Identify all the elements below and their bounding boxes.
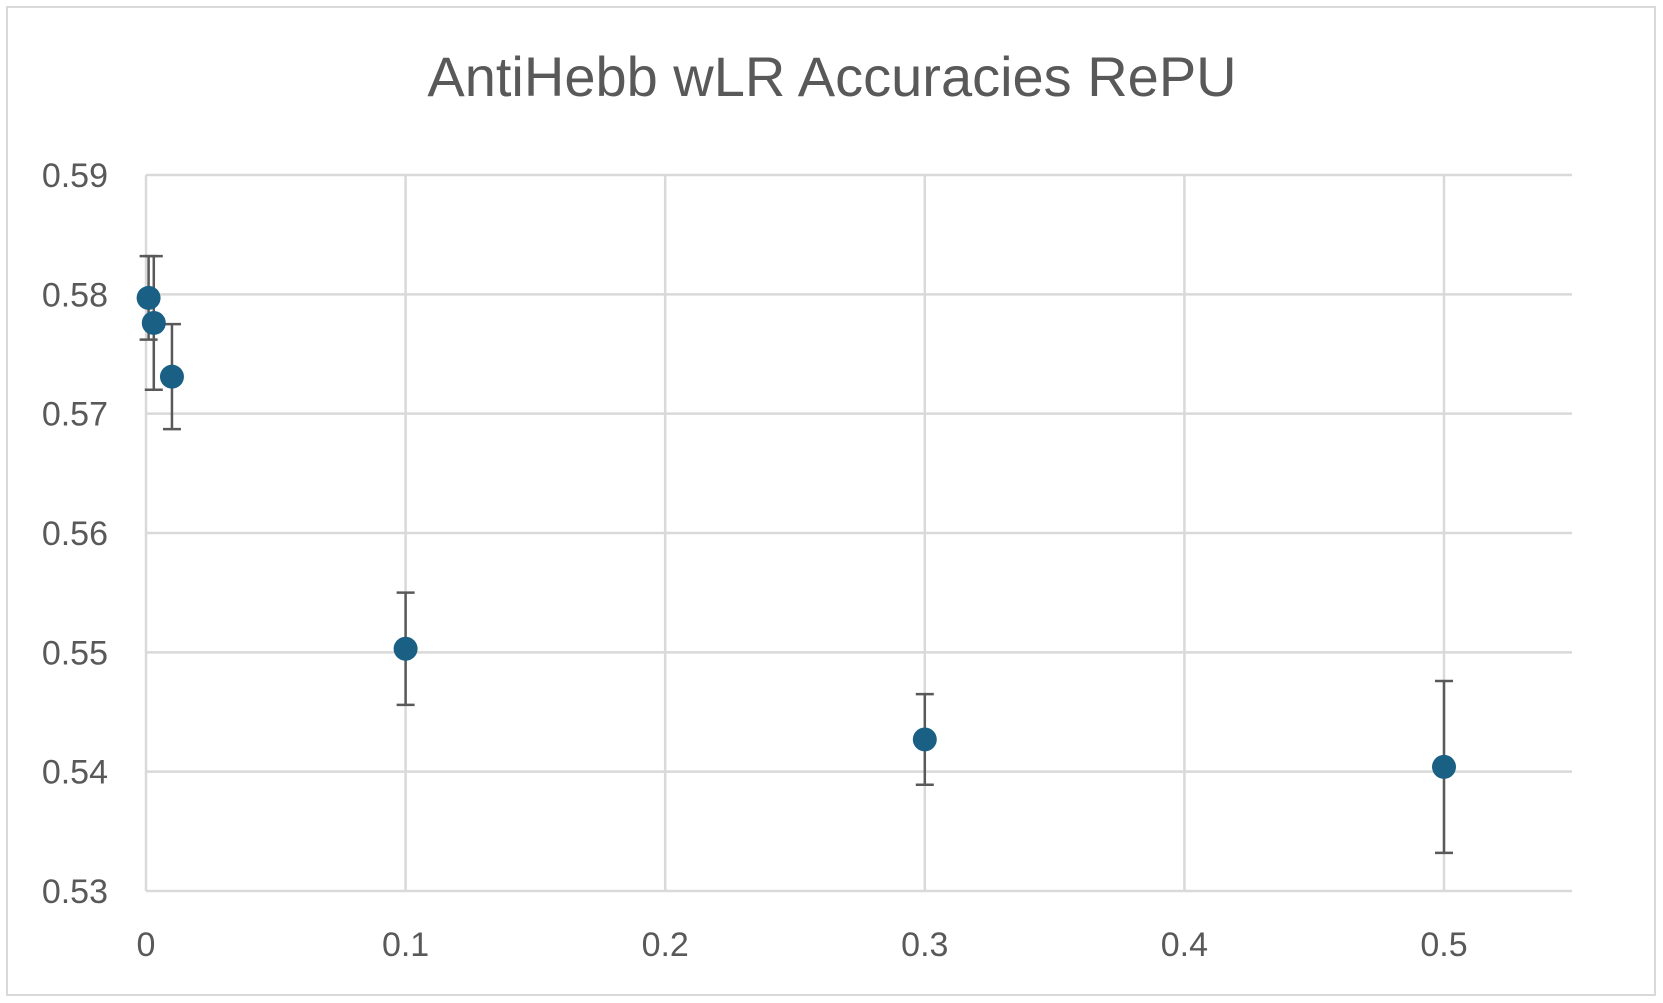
- y-axis-ticks: 0.53 0.54 0.55 0.56 0.57 0.58 0.59: [42, 157, 108, 911]
- data-point: [141, 310, 166, 335]
- data-point: [159, 364, 184, 389]
- x-tick-label: 0.4: [1161, 926, 1208, 964]
- data-point: [393, 636, 418, 661]
- y-tick-label: 0.55: [42, 634, 108, 672]
- y-tick-label: 0.59: [42, 157, 108, 195]
- x-tick-label: 0.2: [642, 926, 689, 964]
- data-point: [1432, 754, 1456, 779]
- x-axis-ticks: 0 0.1 0.2 0.3 0.4 0.5: [137, 926, 1468, 964]
- y-tick-label: 0.57: [42, 396, 108, 434]
- x-tick-label: 0: [137, 926, 156, 964]
- error-bars: [139, 254, 1453, 855]
- chart-title: AntiHebb wLR Accuracies RePU: [427, 45, 1236, 108]
- data-points: [136, 285, 1456, 779]
- y-tick-label: 0.54: [42, 754, 108, 792]
- x-tick-label: 0.1: [382, 926, 429, 964]
- grid-lines: [144, 173, 1572, 893]
- data-point: [912, 727, 937, 752]
- x-tick-label: 0.5: [1420, 926, 1467, 964]
- y-tick-label: 0.56: [42, 515, 108, 553]
- data-point: [136, 285, 161, 310]
- y-tick-label: 0.53: [42, 873, 108, 911]
- x-tick-label: 0.3: [901, 926, 948, 964]
- y-tick-label: 0.58: [42, 276, 108, 314]
- chart-frame: [6, 6, 1656, 996]
